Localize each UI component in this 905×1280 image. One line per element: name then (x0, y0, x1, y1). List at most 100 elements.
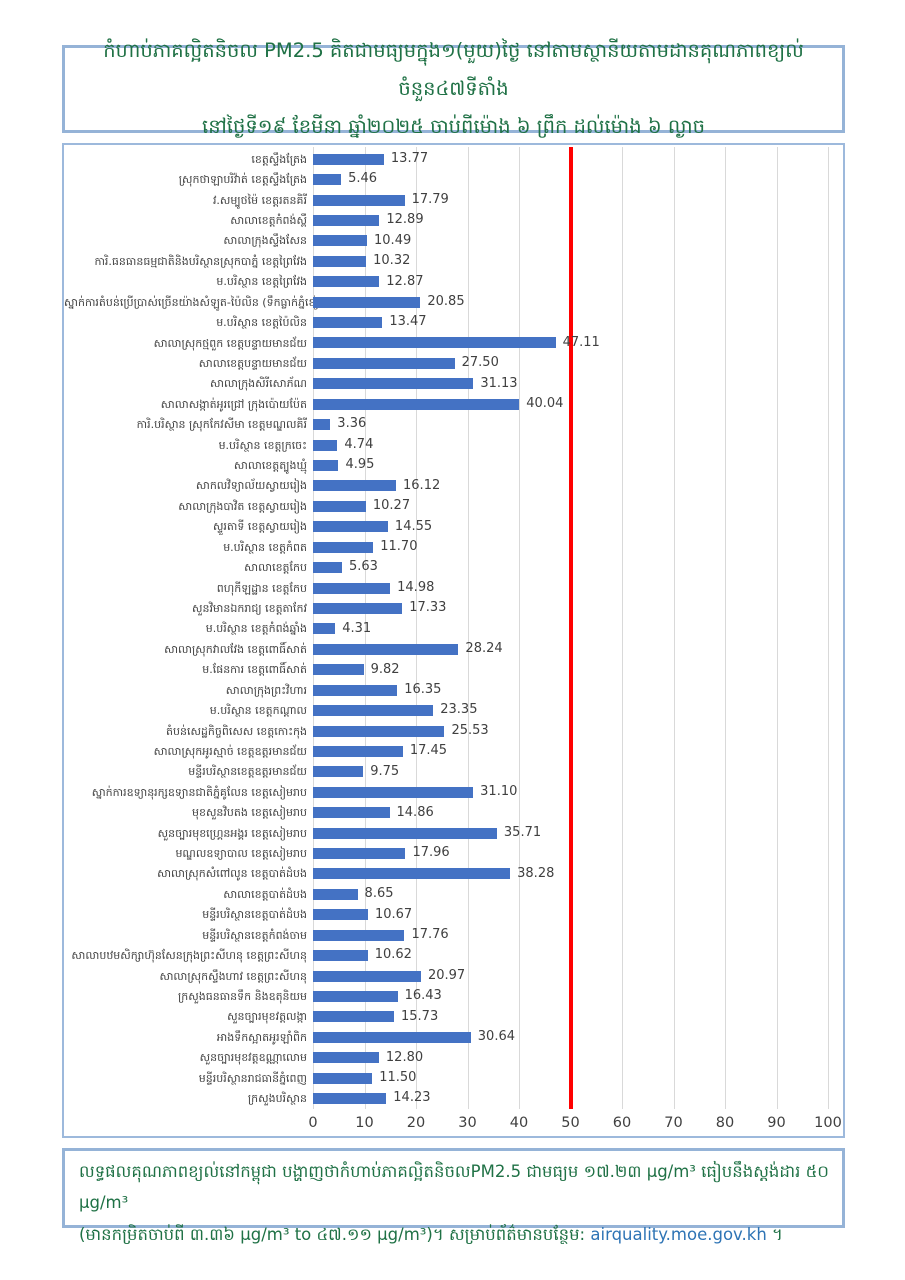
airquality-link[interactable]: airquality.moe.gov.kh (590, 1224, 767, 1244)
bar-track: 14.55 (313, 517, 843, 537)
chart-row: មណ្ឌលឧទ្យាបាល ខេត្តសៀមរាប 17.96 (64, 843, 843, 863)
station-label: សួនច្បារមុខវត្តលង្កា (227, 1010, 307, 1024)
bar-value-label: 17.96 (412, 845, 450, 861)
bar-value-label: 4.74 (344, 436, 374, 452)
chart-row: ស្រុកថាឡាបរិវ៉ាត់ ខេត្តស្ទឹងត្រែង 5.46 (64, 169, 843, 189)
bar-track: 4.31 (313, 619, 843, 639)
station-label: មន្ទីរបរិស្ថានខេត្តបាត់ដំបង (202, 908, 307, 922)
x-axis-tick-label: 90 (767, 1115, 786, 1131)
pm25-bar (313, 255, 367, 267)
station-label: ក្រសួងធនធានទឹក និងឧតុនិយម (178, 990, 307, 1003)
bar-value-label: 11.50 (379, 1069, 417, 1085)
station-label: ក្រសួងបរិស្ថាន (247, 1092, 307, 1106)
chart-row: សាលាស្រុកសំពៅលូន ខេត្តបាត់ដំបង 38.28 (64, 864, 843, 884)
station-label: ម.បរិស្ថាន ខេត្តកំពង់ឆ្នាំង (205, 622, 307, 636)
bar-value-label: 12.89 (386, 212, 424, 228)
pm25-bar (313, 378, 474, 390)
bar-track: 5.63 (313, 557, 843, 577)
chart-row: ខេត្តស្ទឹងត្រែង 13.77 (64, 149, 843, 169)
pm25-bar (313, 357, 455, 369)
chart-row: ការិ.បរិស្ថាន ស្រុកកែវសីមា ខេត្តមណ្ឌលគិរ… (64, 414, 843, 434)
bar-value-label: 47.11 (562, 334, 600, 350)
bar-value-label: 27.50 (461, 355, 499, 371)
station-label: ម.បរិស្ថាន ខេត្តព្រៃវែង (216, 275, 307, 289)
pm25-bar (313, 317, 383, 329)
bar-track: 23.35 (313, 700, 843, 720)
bar-value-label: 14.55 (394, 518, 433, 534)
gridline (673, 147, 675, 1109)
bar-value-label: 10.62 (374, 947, 412, 963)
station-label: ស្នាក់ការតំបន់ប្រើប្រាស់ច្រើនយ៉ាងសំឡូត-ប… (64, 295, 327, 309)
pm25-bar (313, 705, 434, 717)
bar-value-label: 10.27 (372, 498, 411, 514)
pm25-bar (313, 1052, 379, 1064)
chart-row: សាកលវិទ្យាល័យស្វាយរៀង 16.12 (64, 476, 843, 496)
station-label: សាលាស្រុកសំពៅលូន ខេត្តបាត់ដំបង (157, 867, 307, 881)
bar-value-label: 16.12 (403, 477, 441, 493)
x-axis-tick-label: 100 (814, 1115, 842, 1131)
pm25-bar (313, 398, 520, 410)
pm25-bar (313, 807, 390, 819)
station-label: តំបន់សេដ្ឋកិច្ចពិសេស ខេត្តកោះកុង (166, 724, 307, 738)
bar-track: 11.50 (313, 1068, 843, 1088)
pm25-bar (313, 419, 331, 431)
chart-row: ម.បរិស្ថាន ខេត្តកំពត 11.70 (64, 537, 843, 557)
chart-row: សួនវិមានឯករាជ្យ ខេត្តតាកែវ 17.33 (64, 598, 843, 618)
x-axis-tick-label: 50 (561, 1115, 580, 1131)
bar-track: 8.65 (313, 884, 843, 904)
pm25-bar (313, 153, 384, 165)
bar-track: 20.85 (313, 292, 843, 312)
bar-track: 28.24 (313, 639, 843, 659)
pm25-bar (313, 664, 364, 676)
pm25-bar (313, 827, 497, 839)
bar-value-label: 30.64 (477, 1029, 515, 1045)
bar-track: 31.13 (313, 374, 843, 394)
bar-value-label: 17.76 (411, 927, 449, 943)
bar-value-label: 14.86 (396, 804, 434, 820)
station-label: សួនច្បារមុខហ្គ្រេនអង្គរ ខេត្តសៀមរាប (157, 826, 307, 840)
pm25-bar (313, 786, 474, 798)
station-label: សាលាស្រុកថ្មពួក ខេត្តបន្ទាយមានជ័យ (153, 336, 307, 350)
station-label: ពហុកីឡដ្ឋាន ខេត្តកែប (216, 581, 307, 595)
bar-value-label: 20.97 (427, 967, 466, 983)
pm25-bar (313, 745, 403, 757)
chart-row: សាលាខេត្តកំពង់ស្ពឺ 12.89 (64, 210, 843, 230)
pm25-bar (313, 990, 398, 1002)
chart-row: សាលាស្រុកស្ទឹងហាវ ខេត្តព្រះសីហនុ 20.97 (64, 966, 843, 986)
gridline (622, 147, 623, 1109)
pm25-bar (313, 541, 374, 553)
x-axis-tick-label: 30 (458, 1115, 477, 1131)
chart-row: សាលាសង្កាត់អូរជ្រៅ ក្រុងប៉ោយប៉ែត 40.04 (64, 394, 843, 414)
summary-footer-box: លទ្ធផលគុណភាពខ្យល់នៅកម្ពុជា បង្ហាញថាកំហាប… (62, 1148, 845, 1244)
chart-row: ម.បរិស្ថាន ខេត្តព្រៃវែង 12.87 (64, 272, 843, 292)
pm25-bar (313, 623, 336, 635)
bar-value-label: 12.87 (386, 273, 424, 289)
chart-row: សាលាខេត្តបន្ទាយមានជ័យ 27.50 (64, 353, 843, 373)
station-label: ការិ.ធនធានធម្មជាតិនិងបរិស្ថានស្រុកបាភ្នំ… (94, 254, 307, 268)
gridline (776, 147, 778, 1109)
station-label: សាលាក្រុងសិរីសោភ័ណ (209, 377, 307, 391)
pm25-bar (313, 766, 364, 778)
bar-track: 10.49 (313, 231, 843, 251)
bar-track: 12.87 (313, 272, 843, 292)
bar-track: 17.45 (313, 741, 843, 761)
x-axis-tick-label: 10 (355, 1115, 374, 1131)
station-label: មណ្ឌលឧទ្យាបាល ខេត្តសៀមរាប (175, 847, 307, 861)
bar-track: 25.53 (313, 721, 843, 741)
chart-row: សាលាបឋមសិក្សាហ៊ុនសែនក្រុងព្រះសីហនុ ខេត្ត… (64, 945, 843, 965)
chart-row: ម.បរិស្ថាន ខេត្តកំពង់ឆ្នាំង 4.31 (64, 619, 843, 639)
station-label: សាលាក្រុងបាវិត ខេត្តស្វាយរៀង (178, 499, 307, 513)
bar-track: 17.96 (313, 843, 843, 863)
bar-track: 12.80 (313, 1048, 843, 1068)
gridline (519, 147, 520, 1109)
chart-row: ម.បរិស្ថាន ខេត្តកណ្តាល 23.35 (64, 700, 843, 720)
bar-value-label: 25.53 (451, 722, 489, 738)
chart-row: ការិ.ធនធានធម្មជាតិនិងបរិស្ថានស្រុកបាភ្នំ… (64, 251, 843, 271)
station-label: សាកលវិទ្យាល័យស្វាយរៀង (195, 479, 307, 493)
pm25-bar (313, 214, 380, 226)
chart-row: អាងទឹកស្អាតអូរឡាំពិក 30.64 (64, 1027, 843, 1047)
pm25-bar (313, 602, 403, 614)
report-title-line1: កំហាប់ភាគល្អិតនិចល PM2.5 គិតជាមធ្យមក្នុង… (103, 38, 804, 100)
bar-track: 12.89 (313, 210, 843, 230)
bar-value-label: 17.45 (409, 743, 448, 759)
